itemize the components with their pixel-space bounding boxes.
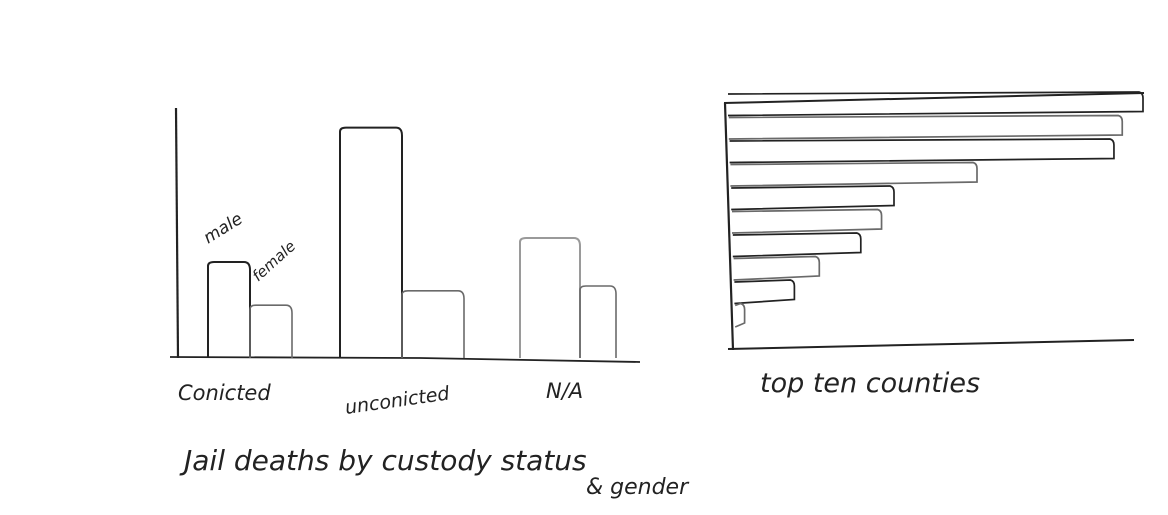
right-x-axis	[727, 339, 1135, 350]
county-bar-7	[732, 232, 862, 258]
county-bar-9	[734, 279, 796, 305]
right-top-axis	[723, 92, 1145, 104]
county-bar-5	[731, 185, 895, 211]
bar-female-1	[249, 304, 293, 358]
county-bar-10	[734, 302, 746, 328]
left-x-axis	[169, 356, 641, 363]
county-bar-6	[731, 208, 883, 234]
left-chart-title-line2: & gender	[586, 475, 690, 500]
x-tick-label-unconicted: unconicted	[344, 382, 452, 419]
bar-male-1	[207, 261, 251, 358]
county-bar-2	[728, 114, 1124, 140]
x-tick-label-conicted: Conicted	[178, 381, 271, 405]
x-tick-label-na: N/A	[546, 379, 583, 403]
bar-female-3	[579, 285, 617, 358]
legend-label-female: female	[249, 237, 299, 285]
county-bar-3	[729, 138, 1115, 164]
legend-label-male: male	[200, 209, 246, 248]
bar-male-2	[339, 126, 403, 358]
right-chart-title: top ten counties	[760, 368, 980, 399]
county-bar-4	[730, 161, 978, 187]
county-bar-1	[727, 91, 1144, 117]
left-chart-title: Jail deaths by custody status	[179, 444, 587, 477]
top-counties-bar-chart: top ten counties	[723, 91, 1145, 399]
county-bar-8	[733, 255, 821, 281]
custody-gender-bar-chart: male female Conicted unconicted N/A Jail…	[169, 107, 690, 500]
right-y-axis	[723, 102, 735, 351]
bar-female-2	[401, 290, 465, 358]
left-y-axis	[174, 107, 180, 359]
bar-male-3	[519, 237, 581, 358]
